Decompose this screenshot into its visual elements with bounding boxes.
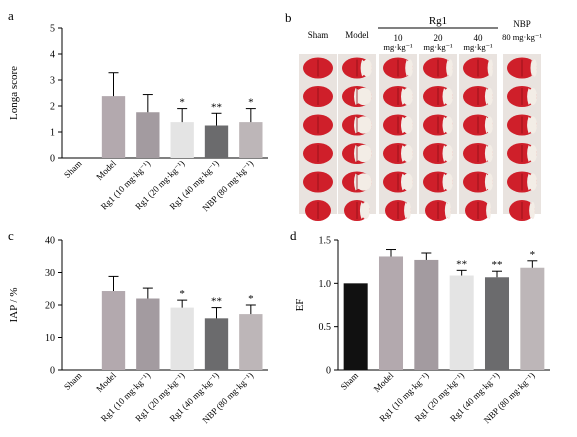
stain-column-unit: mg·kg⁻¹ bbox=[383, 42, 413, 52]
infarct-area bbox=[444, 116, 453, 134]
panel-letter-a: a bbox=[8, 8, 14, 23]
panel-letter-c: c bbox=[8, 228, 14, 243]
infarct-area bbox=[487, 201, 491, 220]
y-tick-label: 0 bbox=[326, 366, 331, 377]
infarct-area bbox=[402, 116, 413, 134]
infarct-area bbox=[486, 116, 494, 134]
stain-column-label: 10 bbox=[394, 33, 404, 43]
significance-marker: * bbox=[179, 97, 185, 109]
stain-column-label: NBP bbox=[513, 19, 531, 29]
y-tick-label: 1.0 bbox=[319, 279, 332, 290]
stain-column-label: Sham bbox=[308, 30, 329, 40]
y-tick-label: 5 bbox=[50, 24, 55, 35]
infarct-area bbox=[402, 144, 413, 163]
significance-marker: ** bbox=[211, 296, 222, 308]
bar bbox=[520, 267, 545, 370]
stain-column-label: Model bbox=[345, 30, 369, 40]
bar bbox=[101, 96, 126, 158]
bar bbox=[239, 314, 263, 370]
y-axis-label: IAP / % bbox=[8, 287, 20, 322]
bar bbox=[204, 125, 229, 158]
significance-marker: * bbox=[248, 293, 254, 305]
bar bbox=[343, 283, 368, 370]
bar bbox=[378, 256, 404, 370]
infarct-area bbox=[528, 116, 537, 134]
infarct-area bbox=[528, 173, 537, 191]
stain-column-label: 40 bbox=[474, 33, 484, 43]
infarct-area bbox=[447, 59, 453, 77]
y-tick-label: 0 bbox=[50, 366, 55, 377]
significance-marker: ** bbox=[492, 259, 503, 271]
y-tick-label: 4 bbox=[50, 50, 55, 61]
y-tick-label: 30 bbox=[45, 268, 55, 279]
bar bbox=[170, 307, 194, 370]
y-tick-label: 40 bbox=[45, 236, 55, 247]
y-tick-label: 1.5 bbox=[319, 236, 332, 247]
panel-letter-b: b bbox=[285, 10, 292, 25]
y-tick-label: 0.5 bbox=[319, 322, 332, 333]
infarct-area bbox=[361, 201, 370, 220]
infarct-area bbox=[355, 116, 372, 134]
infarct-area bbox=[402, 87, 413, 106]
y-tick-label: 0 bbox=[50, 154, 55, 165]
bar bbox=[204, 318, 229, 370]
infarct-area bbox=[405, 201, 411, 220]
infarct-area bbox=[528, 87, 537, 106]
infarct-area bbox=[486, 144, 494, 163]
stain-column-label: 20 bbox=[434, 33, 444, 43]
significance-marker: ** bbox=[456, 258, 467, 270]
significance-marker: * bbox=[530, 249, 536, 261]
significance-marker: * bbox=[179, 288, 185, 300]
y-tick-label: 10 bbox=[45, 333, 55, 344]
bar bbox=[136, 112, 160, 158]
infarct-area bbox=[355, 144, 372, 163]
stain-column-unit: mg·kg⁻¹ bbox=[423, 42, 453, 52]
bar bbox=[449, 275, 474, 370]
bar bbox=[136, 298, 160, 370]
infarct-area bbox=[406, 59, 413, 77]
y-tick-label: 1 bbox=[50, 128, 55, 139]
y-tick-label: 2 bbox=[50, 102, 55, 113]
bar bbox=[414, 259, 439, 370]
infarct-area bbox=[486, 87, 494, 106]
infarct-area bbox=[489, 59, 493, 77]
infarct-area bbox=[486, 173, 494, 191]
infarct-area bbox=[402, 173, 413, 191]
infarct-area bbox=[530, 201, 535, 220]
stain-column-unit: mg·kg⁻¹ bbox=[463, 42, 493, 52]
significance-marker: * bbox=[248, 97, 254, 109]
infarct-area bbox=[444, 173, 453, 191]
infarct-area bbox=[444, 87, 453, 106]
y-axis-label: Longa score bbox=[8, 66, 20, 120]
infarct-area bbox=[362, 59, 372, 77]
y-tick-label: 3 bbox=[50, 76, 55, 87]
infarct-area bbox=[531, 59, 537, 77]
y-tick-label: 20 bbox=[45, 301, 55, 312]
bar bbox=[484, 277, 510, 370]
stain-group-header: Rg1 bbox=[429, 15, 447, 27]
panel-letter-d: d bbox=[290, 228, 297, 243]
significance-marker: ** bbox=[211, 101, 222, 113]
bar bbox=[170, 122, 194, 158]
y-axis-label: EF bbox=[294, 299, 306, 312]
bar bbox=[239, 122, 263, 158]
infarct-area bbox=[355, 87, 372, 106]
infarct-area bbox=[444, 144, 453, 163]
infarct-area bbox=[446, 201, 451, 220]
bar bbox=[101, 291, 126, 370]
infarct-area bbox=[355, 173, 372, 191]
infarct-area bbox=[528, 144, 537, 163]
stain-column-unit: 80 mg·kg⁻¹ bbox=[502, 32, 542, 42]
